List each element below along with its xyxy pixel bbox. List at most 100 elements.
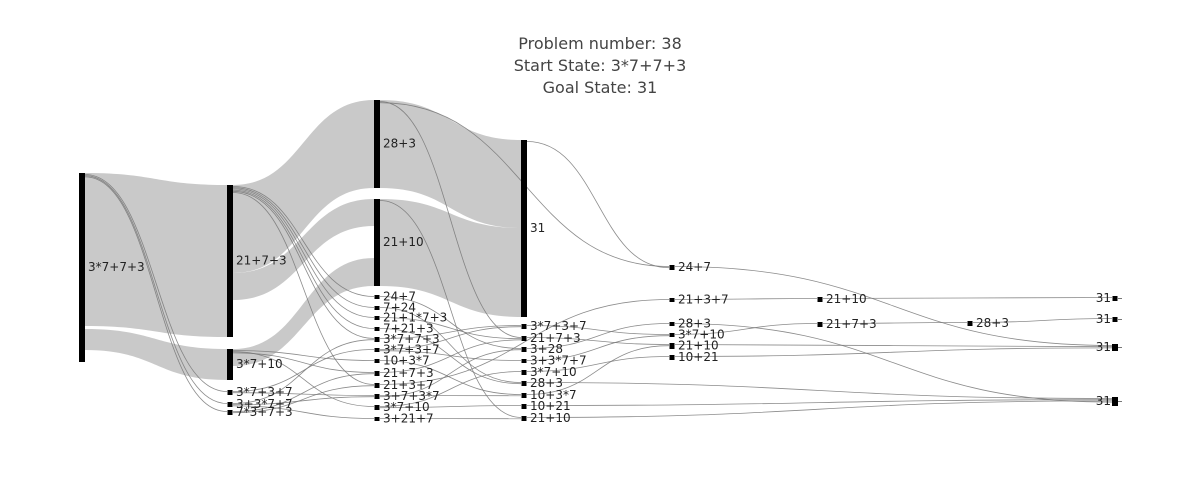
sankey-thin-links xyxy=(84,101,1113,420)
sankey-node-label: 21+10 xyxy=(383,235,424,249)
sankey-link xyxy=(379,339,522,373)
sankey-nodes xyxy=(79,100,1122,421)
sankey-link xyxy=(526,400,1113,418)
sankey-node xyxy=(669,322,675,326)
sankey-link xyxy=(232,352,375,373)
sankey-band xyxy=(85,173,227,337)
sankey-node-label: 31 xyxy=(530,221,545,235)
sankey-node-label: 21+10 xyxy=(678,339,719,353)
sankey-node-label: 21+10 xyxy=(530,411,571,425)
sankey-link xyxy=(526,399,1113,406)
sankey-link xyxy=(232,392,375,396)
sankey-link xyxy=(526,337,670,345)
sankey-node-label: 3*7+10 xyxy=(236,357,283,371)
sankey-node-label: 3+7+3*7 xyxy=(383,389,440,403)
sankey-node xyxy=(227,390,233,395)
sankey-node-label: 31 xyxy=(1096,394,1111,408)
sankey-node xyxy=(521,370,527,375)
sankey-link xyxy=(84,175,228,404)
sankey-link xyxy=(232,396,375,406)
sankey-node-label: 21+10 xyxy=(826,292,867,306)
sankey-link xyxy=(232,405,375,419)
sankey-node xyxy=(227,410,233,415)
sankey-node xyxy=(374,348,380,352)
sankey-node-label: 28+3 xyxy=(678,317,711,331)
sankey-node-label: 21+7+3 xyxy=(826,317,877,331)
sankey-node xyxy=(227,402,233,407)
sankey-node-label: 3+3*7+7 xyxy=(530,354,587,368)
sankey-link xyxy=(379,299,670,385)
sankey-link xyxy=(526,382,1113,399)
sankey-node-label: 21+3+7 xyxy=(383,378,434,392)
sankey-node xyxy=(521,336,527,341)
sankey-node xyxy=(374,417,380,421)
sankey-node xyxy=(669,333,675,337)
sankey-node xyxy=(1112,296,1118,301)
sankey-node xyxy=(374,316,380,320)
sankey-link xyxy=(674,323,818,335)
sankey-node xyxy=(374,383,380,388)
sankey-node xyxy=(374,306,380,310)
sankey-node-label: 3*7+3+7 xyxy=(530,319,587,333)
sankey-node xyxy=(521,324,527,329)
sankey-node-label: 7+21+3 xyxy=(383,322,434,336)
sankey-node-label: 31 xyxy=(1096,291,1111,305)
sankey-node xyxy=(521,140,527,317)
sankey-link xyxy=(232,186,375,297)
sankey-node-label: 10+21 xyxy=(530,399,571,413)
sankey-link xyxy=(526,356,670,372)
sankey-node-label: 3+21+7 xyxy=(383,412,434,426)
sankey-node xyxy=(669,355,675,360)
sankey-node xyxy=(521,393,527,398)
sankey-node xyxy=(669,298,675,302)
sankey-node-label: 3*7+7+3 xyxy=(383,332,440,346)
sankey-link xyxy=(232,349,375,392)
sankey-node-label: 21+7+3 xyxy=(530,331,581,345)
sankey-link xyxy=(84,174,228,392)
sankey-node-label: 31 xyxy=(1096,312,1111,326)
sankey-link xyxy=(822,297,1113,299)
sankey-node xyxy=(669,265,675,270)
sankey-node xyxy=(817,297,823,302)
sankey-link xyxy=(379,360,522,395)
sankey-link xyxy=(674,298,818,300)
sankey-band xyxy=(380,100,521,228)
sankey-link xyxy=(526,325,670,335)
sankey-node xyxy=(1112,317,1118,322)
sankey-link xyxy=(379,326,522,350)
sankey-node-label: 3*7+10 xyxy=(530,365,577,379)
sankey-node xyxy=(227,185,233,337)
sankey-node xyxy=(967,321,973,326)
sankey-node-label: 21+3+7 xyxy=(678,293,729,307)
sankey-node-label: 10+21 xyxy=(678,350,719,364)
sankey-node xyxy=(374,394,380,399)
sankey-node xyxy=(79,173,85,362)
sankey-node-label: 3*7+7+3 xyxy=(88,260,145,274)
sankey-node-label: 3*7+3+7 xyxy=(383,343,440,357)
sankey-link xyxy=(84,176,228,412)
sankey-labels: 3*7+7+3 21+7+33*7+103*7+3+73+3*7+77*3+7+3… xyxy=(88,137,1111,426)
sankey-link xyxy=(526,345,670,395)
sankey-node-label: 3+28 xyxy=(530,342,563,356)
sankey-band xyxy=(233,100,374,273)
start-state-text: Start State: 3*7+7+3 xyxy=(513,56,687,75)
sankey-node-label: 3*7+10 xyxy=(678,328,725,342)
sankey-node xyxy=(374,100,380,188)
sankey-node-label: 21+1*7+3 xyxy=(383,311,447,325)
sankey-link xyxy=(972,318,1113,323)
sankey-link xyxy=(379,405,522,409)
sankey-link xyxy=(232,385,375,414)
sankey-node xyxy=(374,199,380,286)
sankey-node xyxy=(374,337,380,342)
sankey-node xyxy=(374,371,380,376)
sankey-node xyxy=(521,416,527,421)
sankey-link xyxy=(379,317,522,340)
sankey-node xyxy=(374,359,380,363)
sankey-band xyxy=(85,329,227,380)
sankey-band xyxy=(233,199,374,300)
sankey-node-label: 21+7+3 xyxy=(236,254,287,268)
problem-number-text: Problem number: 38 xyxy=(518,34,682,53)
sankey-link xyxy=(379,371,522,407)
sankey-link xyxy=(232,188,375,318)
sankey-node xyxy=(521,359,527,363)
